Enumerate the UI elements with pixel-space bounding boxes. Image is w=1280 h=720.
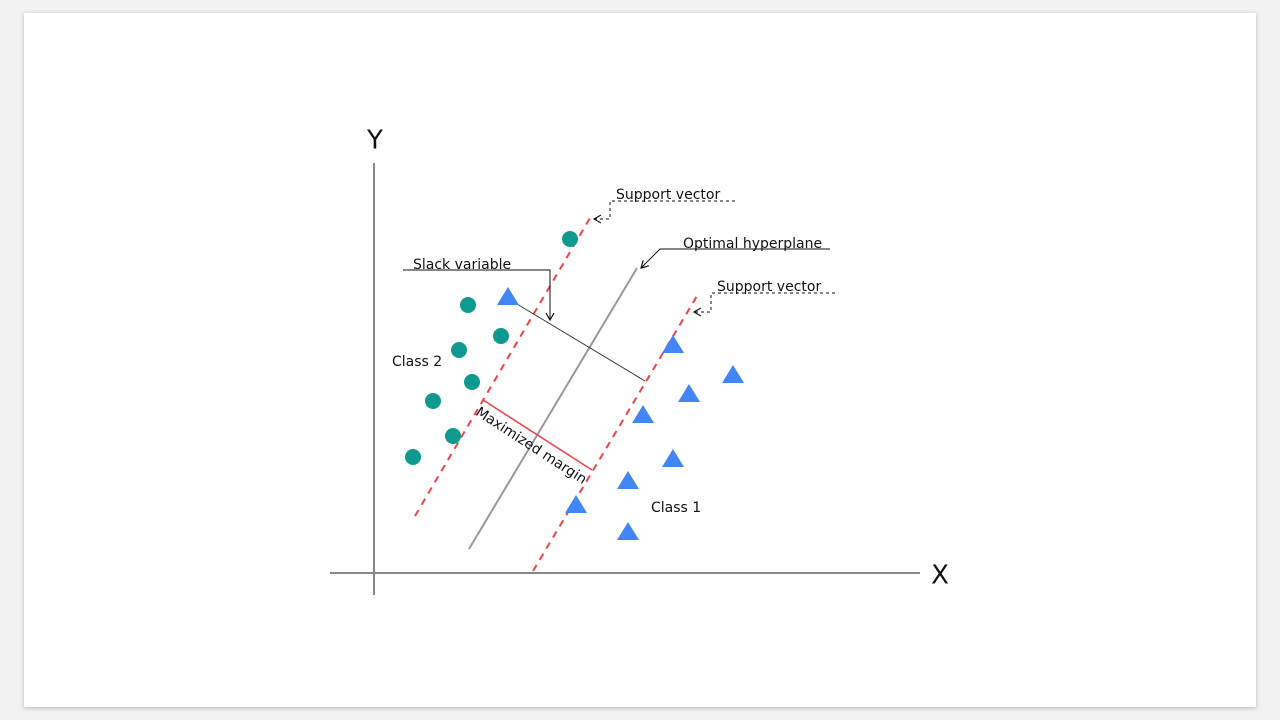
callouts	[403, 200, 835, 322]
class-label: Class 1	[651, 500, 701, 516]
support-vector-label: Support vector	[616, 187, 720, 203]
class-2-points	[405, 231, 578, 465]
margin-line	[414, 217, 591, 517]
y-axis-label: Y	[366, 126, 383, 156]
hyperplane	[468, 267, 638, 550]
slack-label: Slack variable	[413, 257, 511, 273]
x-axis-label: X	[931, 561, 949, 591]
card	[24, 13, 1256, 707]
class-label: Class 2	[392, 354, 442, 370]
slack-line	[516, 303, 646, 382]
class-1-points	[497, 287, 744, 540]
hyperplane-label: Optimal hyperplane	[683, 236, 822, 252]
axes	[330, 163, 920, 595]
support-vector-label: Support vector	[717, 279, 821, 295]
margin-width-line	[482, 399, 593, 471]
